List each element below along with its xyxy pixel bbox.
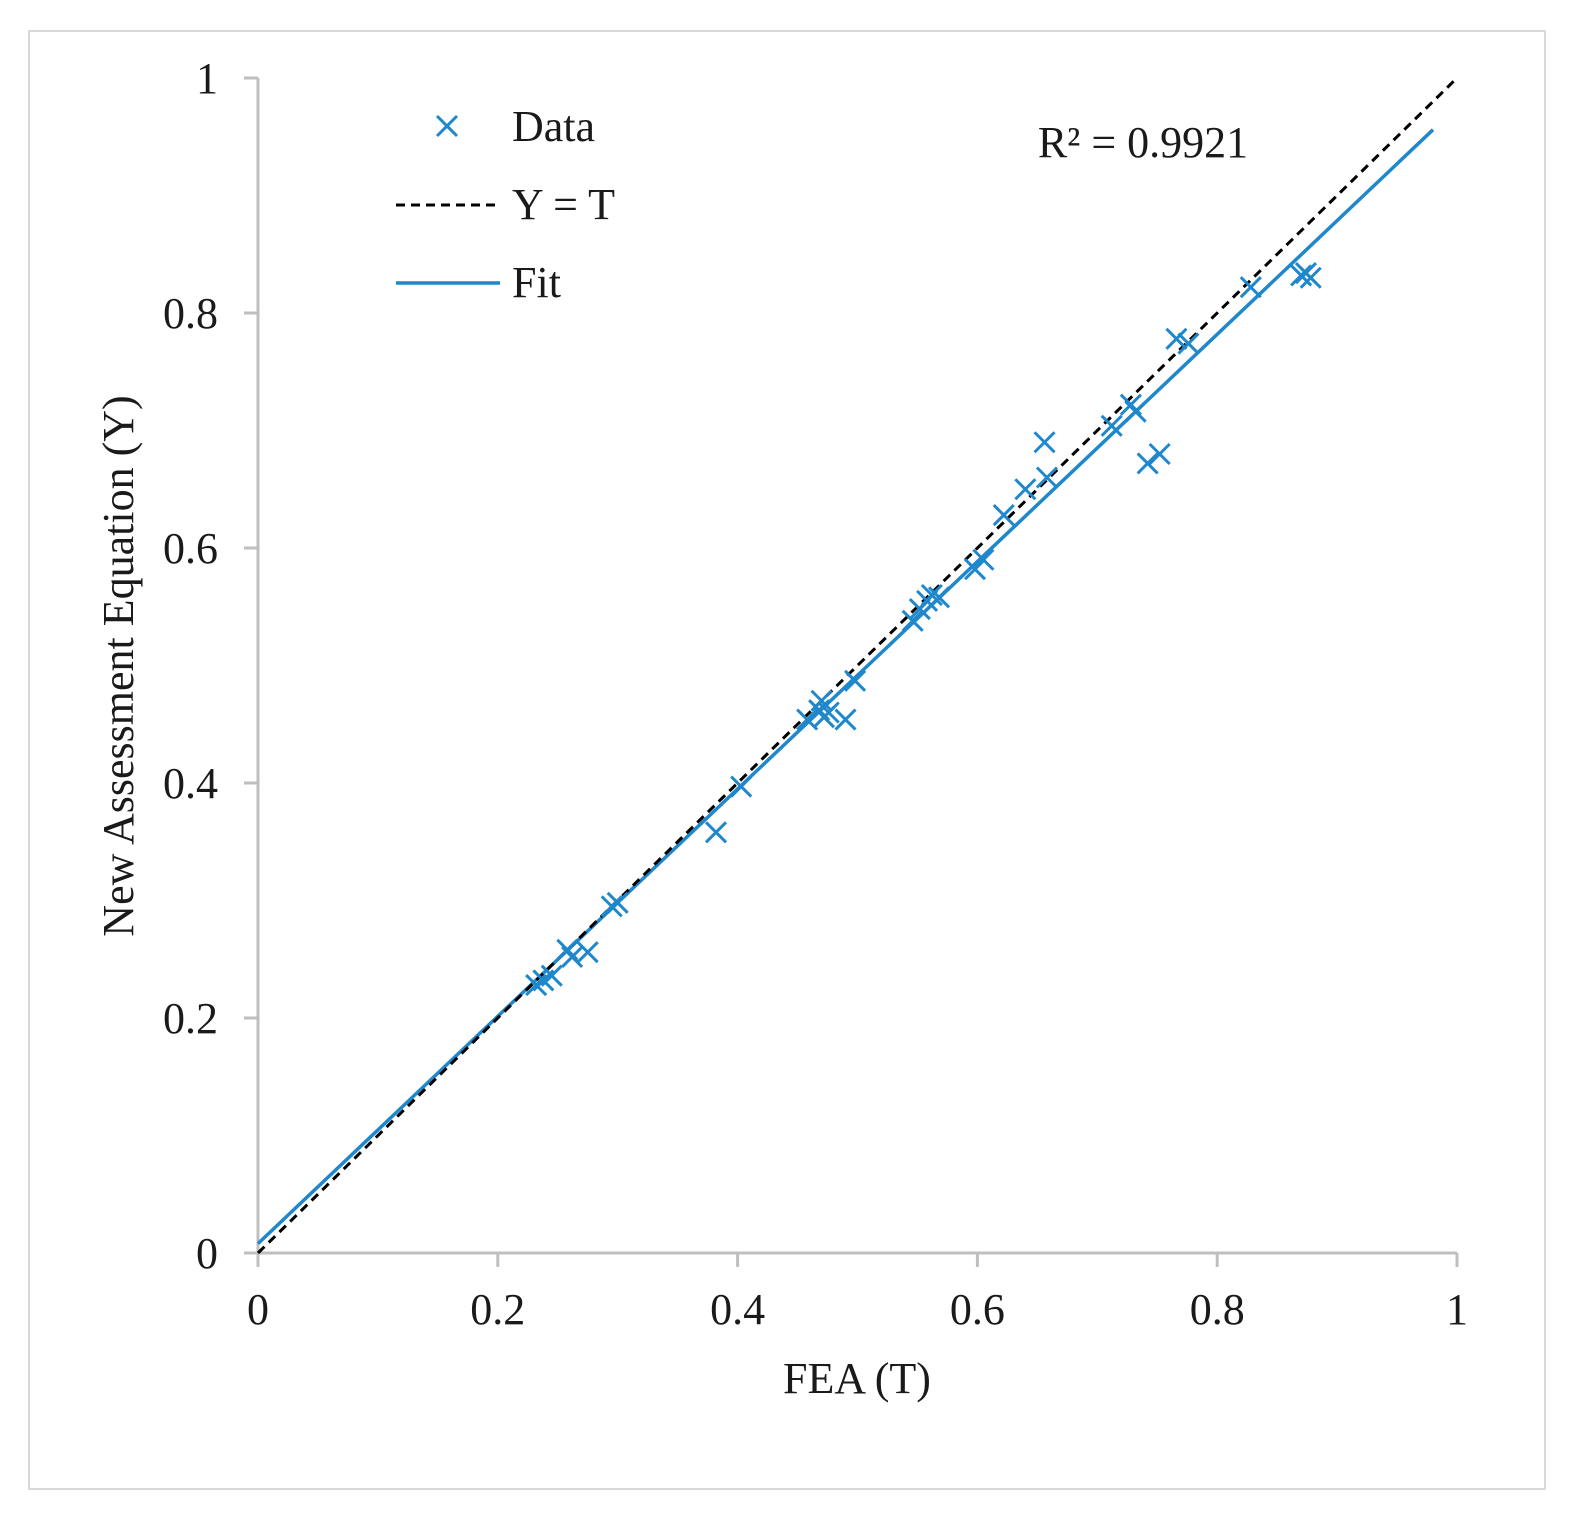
data-point (920, 583, 943, 607)
r-squared-annotation: R² = 0.9921 (1038, 118, 1248, 167)
x-tick-label: 0.2 (470, 1285, 525, 1334)
x-tick-label: 0 (247, 1285, 269, 1334)
data-point (561, 945, 584, 968)
data-point (1148, 442, 1171, 466)
data-point (1124, 400, 1147, 423)
legend-item-data: Data (435, 102, 595, 151)
x-tick-label: 0.8 (1190, 1285, 1245, 1334)
x-axis-label: FEA (T) (783, 1354, 931, 1403)
data-point (1177, 332, 1200, 355)
legend-label-data: Data (512, 102, 595, 151)
data-point (730, 775, 753, 798)
data-point (540, 964, 563, 987)
y-axis-label: New Assessment Equation (Y) (94, 395, 143, 936)
legend-label-identity: Y = T (512, 180, 615, 229)
data-point (1239, 276, 1262, 299)
data-point (1014, 478, 1037, 501)
data-point (576, 941, 599, 964)
data-point (1100, 414, 1123, 437)
data-point (1033, 431, 1056, 454)
data-point (704, 821, 728, 844)
y-tick-label: 0 (196, 1229, 218, 1278)
y-tick-label: 0.8 (163, 289, 218, 338)
legend: Data Y = T Fit (396, 102, 615, 307)
series-lines (256, 76, 1459, 1255)
legend-label-fit: Fit (512, 258, 561, 307)
data-point (556, 938, 579, 961)
data-point (1035, 466, 1059, 489)
y-axis-ticks: 0 0.2 0.4 0.6 0.8 1 (163, 54, 258, 1278)
data-point (1136, 452, 1159, 475)
chart-frame (28, 30, 1546, 1490)
identity-line (256, 76, 1459, 1255)
data-points (525, 261, 1322, 997)
legend-item-identity: Y = T (396, 180, 615, 229)
data-point (844, 669, 867, 692)
legend-item-fit: Fit (396, 258, 561, 307)
data-point (972, 548, 995, 571)
x-tick-label: 0.4 (710, 1285, 765, 1334)
data-point (1299, 266, 1322, 289)
x-tick-label: 1 (1446, 1285, 1468, 1334)
data-point (1165, 327, 1188, 350)
y-tick-label: 0.4 (163, 759, 218, 808)
data-point (600, 895, 623, 918)
y-tick-label: 0.2 (163, 994, 218, 1043)
data-point (927, 586, 951, 609)
x-axis-ticks: 0 0.2 0.4 0.6 0.8 1 (247, 1253, 1468, 1334)
data-point (834, 708, 857, 731)
y-tick-label: 0.6 (163, 524, 218, 573)
data-point (901, 609, 924, 632)
y-axis-line (256, 78, 1457, 1255)
data-point (992, 504, 1015, 527)
y-tick-label: 1 (196, 54, 218, 103)
fit-line (256, 128, 1435, 1245)
data-point (606, 891, 629, 914)
x-tick-label: 0.6 (950, 1285, 1005, 1334)
data-point (817, 701, 840, 724)
